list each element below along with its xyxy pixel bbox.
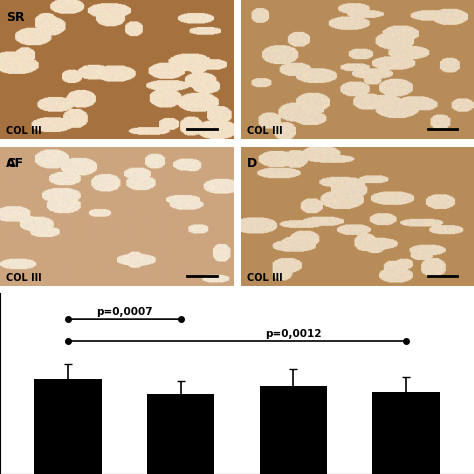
Text: D: D [247,157,257,171]
Bar [373,392,440,474]
Text: COL III: COL III [247,126,283,136]
Bar [147,394,214,474]
Bar [34,379,101,474]
Text: p=0,0012: p=0,0012 [265,329,322,339]
Text: AF: AF [7,157,25,171]
Text: SR: SR [7,11,25,24]
Text: COL III: COL III [7,273,42,283]
Text: C: C [7,157,16,171]
Text: COL III: COL III [7,126,42,136]
Text: p=0,0007: p=0,0007 [96,308,153,318]
Bar [260,386,327,474]
Text: COL III: COL III [247,273,283,283]
